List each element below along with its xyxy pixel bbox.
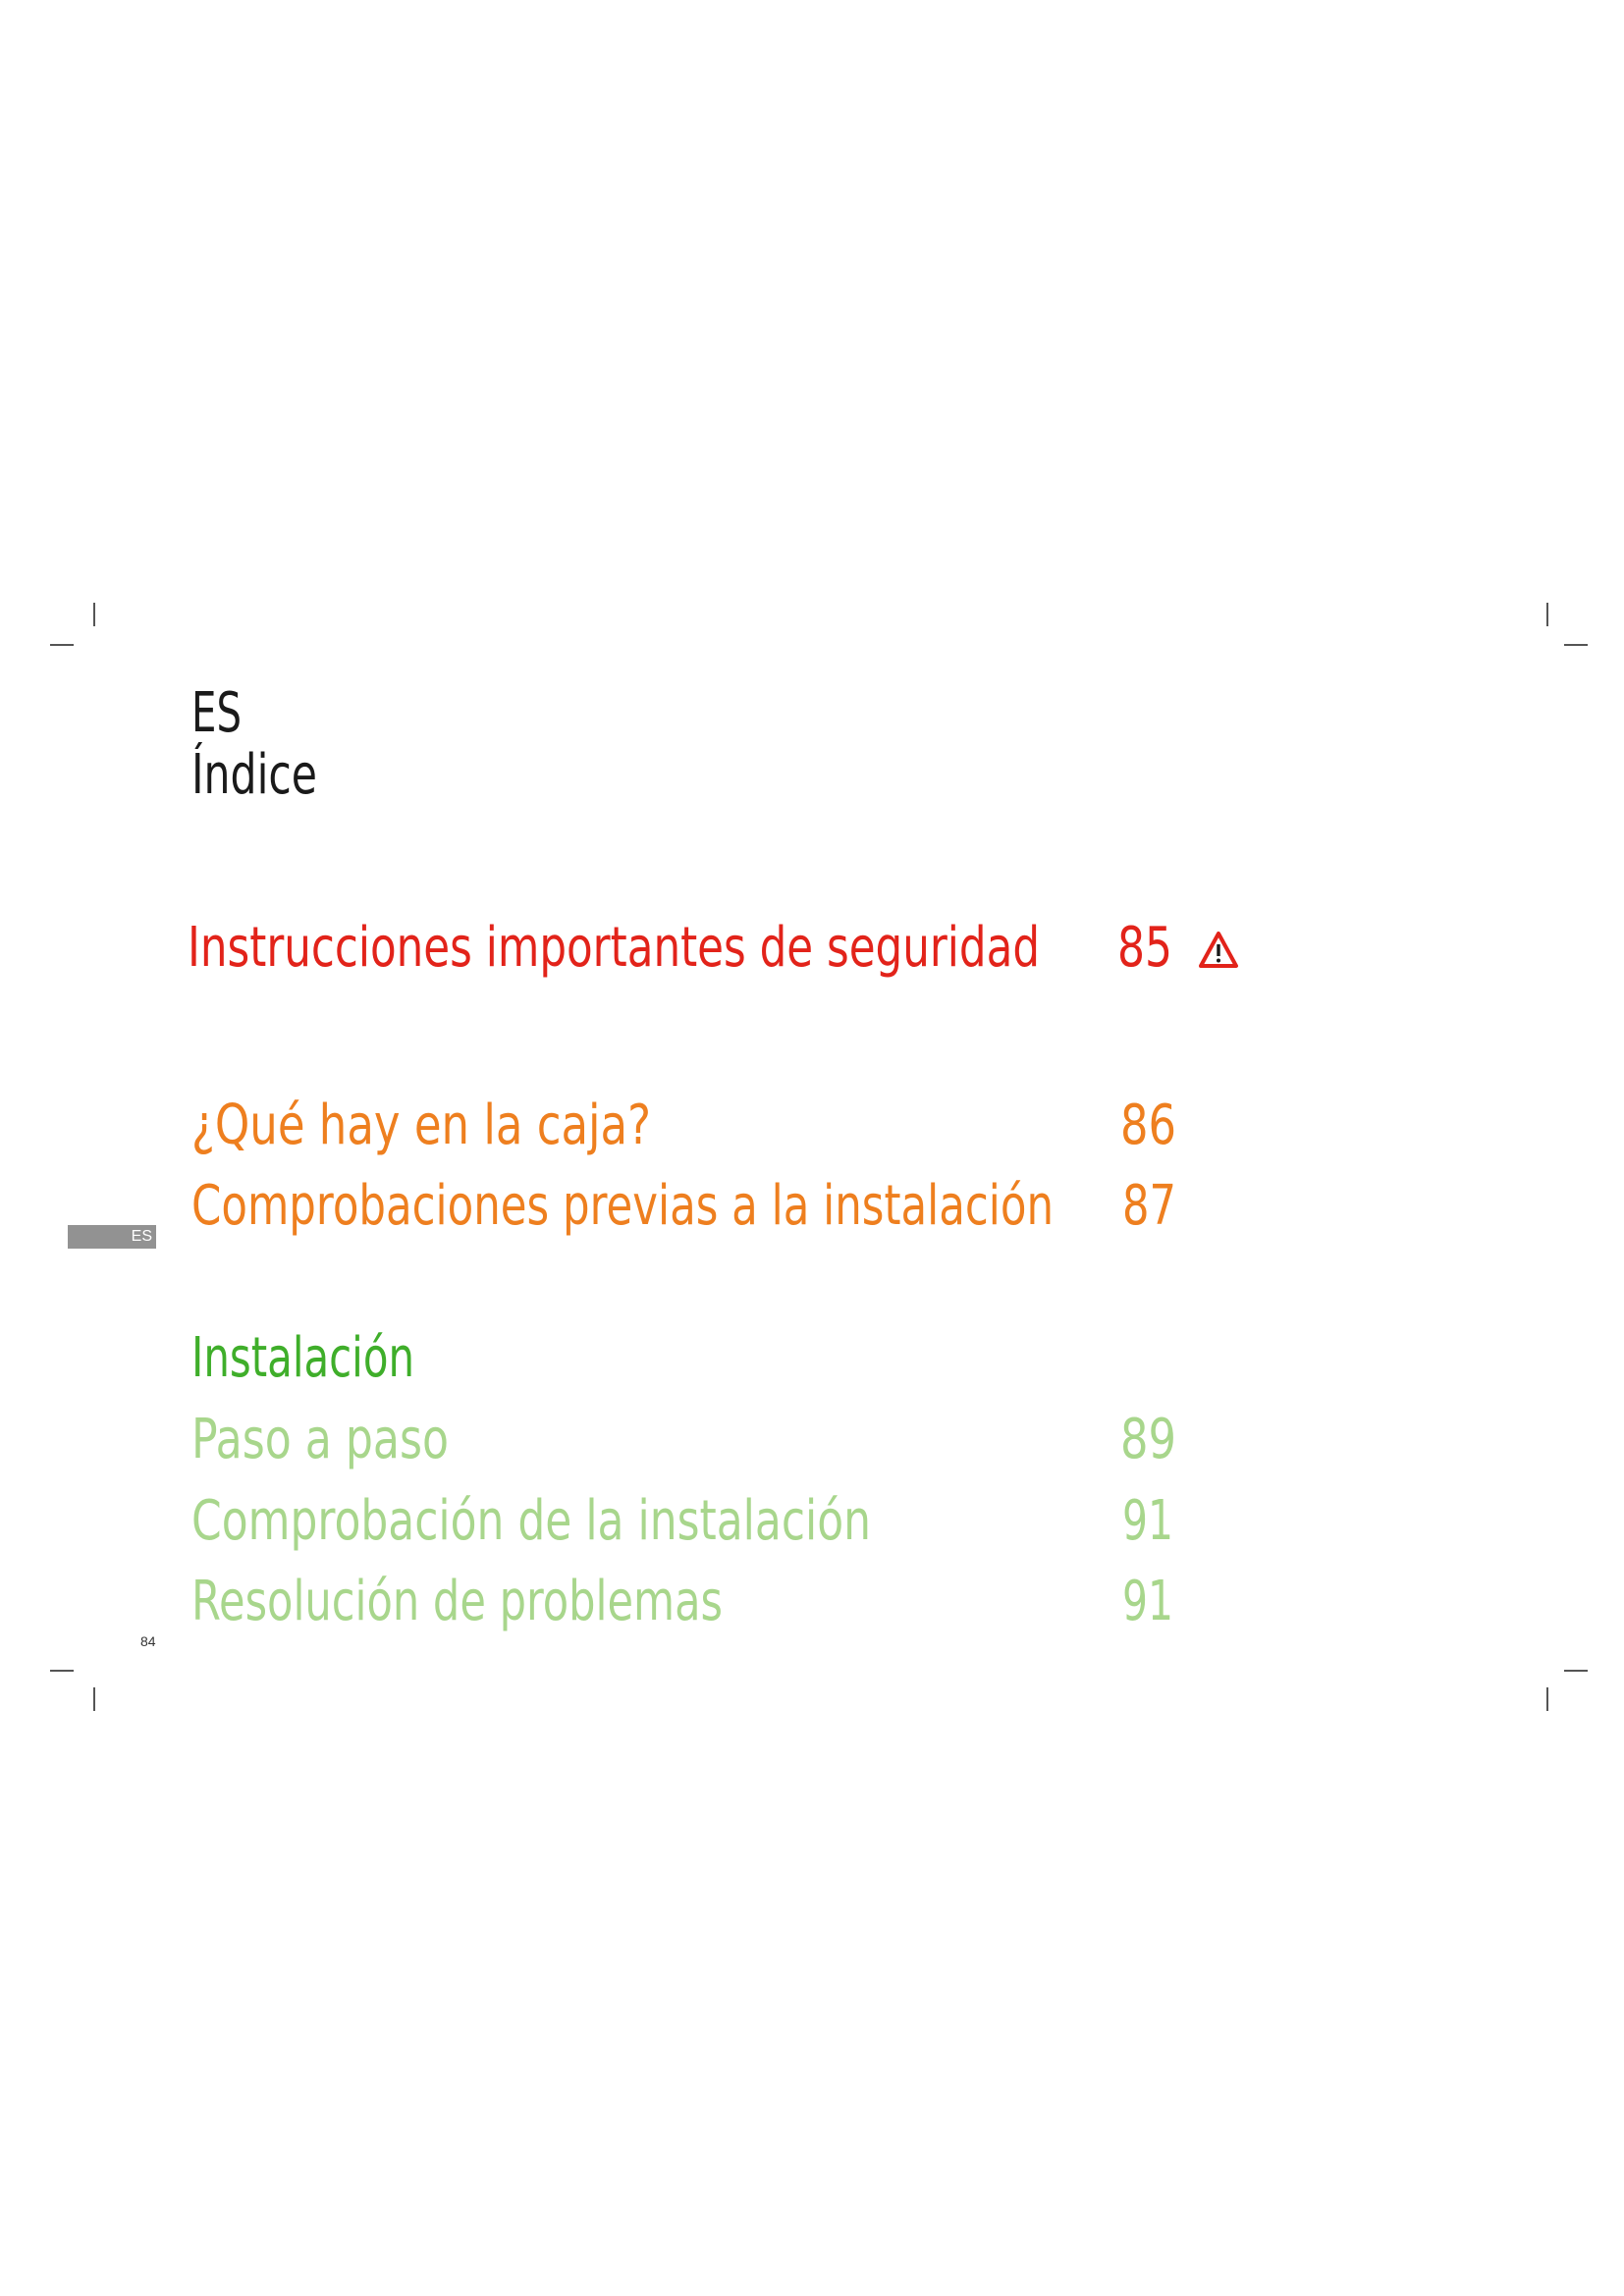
toc-entry-step-by-step[interactable]: Paso a paso — [191, 1408, 449, 1471]
toc-entry-troubleshooting[interactable]: Resolución de problemas — [191, 1570, 723, 1633]
toc-entry-pre-checks[interactable]: Comprobaciones previas a la instalación — [191, 1174, 1054, 1238]
page-title: Índice — [191, 743, 317, 807]
toc-page-number: 85 — [1117, 916, 1172, 980]
page-number: 84 — [140, 1633, 156, 1649]
side-tab-label: ES — [131, 1228, 152, 1245]
toc-entry-safety[interactable]: Instrucciones importantes de seguridad — [188, 916, 1040, 980]
warning-triangle-icon — [1199, 932, 1238, 968]
toc-section-installation[interactable]: Instalación — [191, 1326, 414, 1390]
toc-page-number: 89 — [1120, 1408, 1176, 1471]
toc-entry-installation-check[interactable]: Comprobación de la instalación — [191, 1489, 871, 1553]
crop-mark — [1546, 1687, 1548, 1711]
crop-mark — [93, 1687, 95, 1711]
toc-page-number: 91 — [1122, 1570, 1173, 1633]
toc-page-number: 91 — [1122, 1489, 1173, 1553]
crop-mark — [50, 1670, 74, 1672]
language-side-tab: ES — [68, 1225, 156, 1249]
crop-mark — [1564, 644, 1588, 646]
crop-mark — [50, 644, 74, 646]
language-heading: ES — [191, 681, 242, 745]
toc-entry-box-contents[interactable]: ¿Qué hay en la caja? — [191, 1094, 651, 1157]
toc-page-number: 86 — [1120, 1094, 1176, 1157]
crop-mark — [93, 603, 95, 626]
crop-mark — [1546, 603, 1548, 626]
toc-page-number: 87 — [1122, 1174, 1176, 1238]
crop-mark — [1564, 1670, 1588, 1672]
